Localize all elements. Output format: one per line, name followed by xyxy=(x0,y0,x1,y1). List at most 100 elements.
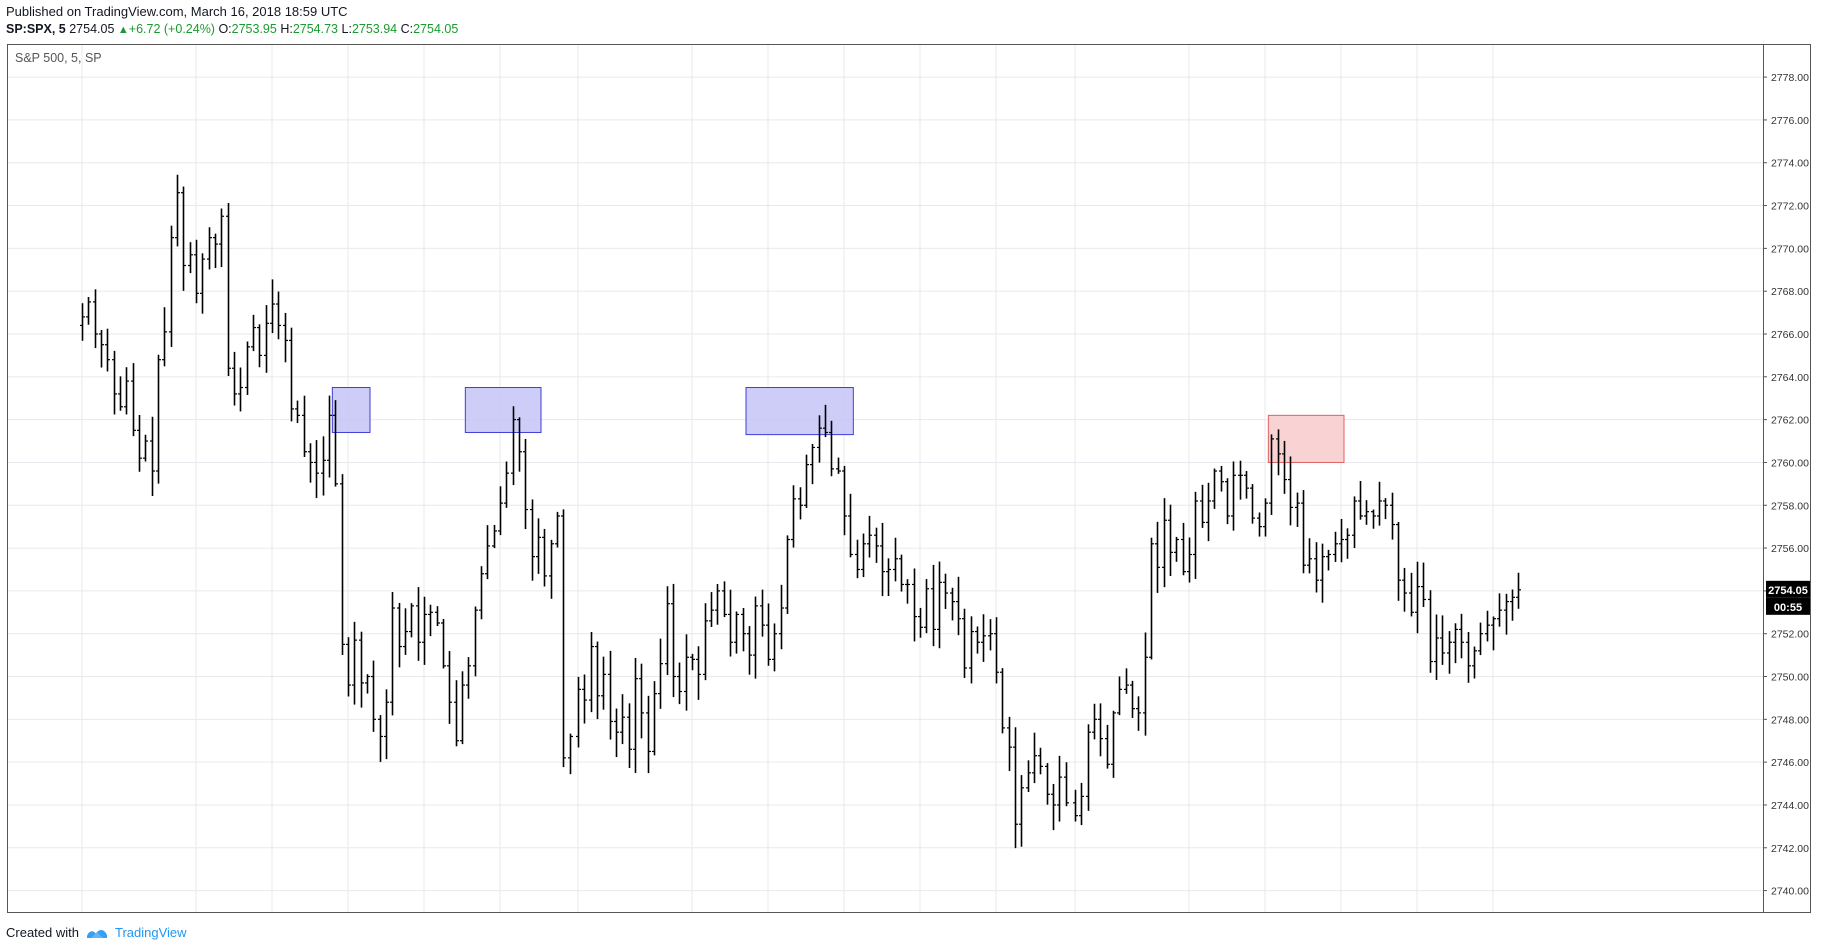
ohlc-bar xyxy=(517,417,522,472)
ohlc-bar xyxy=(435,606,440,627)
footer: Created with TradingView xyxy=(6,925,187,940)
highlight-box-blue[interactable] xyxy=(331,387,371,433)
ohlc-bar xyxy=(175,174,180,247)
ohlc-bar xyxy=(1079,782,1084,826)
ohlc-bar xyxy=(156,354,161,484)
tradingview-logo-icon[interactable] xyxy=(85,926,109,940)
ohlc-bar xyxy=(1168,504,1173,577)
grid-lines xyxy=(8,45,1763,912)
ohlc-bar xyxy=(1314,542,1319,593)
ohlc-bar xyxy=(1086,724,1091,811)
ohlc-bar xyxy=(460,671,465,745)
ohlc-bar xyxy=(703,603,708,681)
ohlc-bar xyxy=(441,618,446,669)
ohlc-bar xyxy=(93,289,98,349)
ohlc-bar xyxy=(270,279,275,334)
ohlc-bar xyxy=(1307,538,1312,574)
ohlc-bar xyxy=(937,561,942,649)
ohlc-bar xyxy=(314,440,319,499)
y-tick-label: 2768.00 xyxy=(1771,286,1809,298)
ohlc-bar xyxy=(1364,500,1369,525)
ohlc-bar xyxy=(1358,481,1363,520)
y-tick-label: 2764.00 xyxy=(1771,372,1809,384)
y-tick-label: 2766.00 xyxy=(1771,329,1809,341)
ohlc-bar xyxy=(536,518,541,574)
ohlc-bar xyxy=(798,487,803,520)
ohlc-bar xyxy=(143,434,148,462)
ohlc-bar xyxy=(1282,440,1287,494)
chart-area[interactable]: 2740.00 2742.00 2744.00 2746.00 2748.00 2750.… xyxy=(7,44,1812,914)
ohlc-bar xyxy=(1333,531,1338,562)
highlight-box-blue[interactable] xyxy=(745,387,854,436)
ohlc-bar xyxy=(124,367,129,415)
ohlc-bar xyxy=(969,616,974,684)
ohlc-bar xyxy=(1276,429,1281,476)
ohlc-bar xyxy=(1326,549,1331,571)
ohlc-bar xyxy=(658,638,663,709)
ohlc-bar xyxy=(614,708,619,758)
ohlc-bar xyxy=(1231,461,1236,531)
ohlc-bar xyxy=(1032,732,1037,784)
ohlc-bar xyxy=(1181,522,1186,576)
y-tick-label: 2744.00 xyxy=(1771,800,1809,812)
highlight-box-blue[interactable] xyxy=(464,387,542,433)
ohlc-bar xyxy=(931,564,936,647)
ohlc-bar xyxy=(346,637,351,697)
highlight-boxes xyxy=(331,387,1345,463)
ohlc-bar xyxy=(918,607,923,638)
ohlc-bar xyxy=(665,586,670,676)
y-tick-label: 2778.00 xyxy=(1771,72,1809,84)
ohlc-bar xyxy=(652,681,657,756)
ohlc-bar xyxy=(1013,727,1018,849)
ohlc-bar xyxy=(1143,632,1148,736)
ohlc-bar xyxy=(238,367,243,412)
ohlc-bar xyxy=(1421,562,1426,607)
ohlc-chart[interactable]: 2740.00 2742.00 2744.00 2746.00 2748.00 2750.… xyxy=(7,44,1812,914)
last-price: 2754.05 xyxy=(69,22,115,36)
ohlc-bar xyxy=(810,443,815,485)
ohlc-bar xyxy=(715,584,720,625)
y-tick-label: 2758.00 xyxy=(1771,500,1809,512)
high-value: 2754.73 xyxy=(292,22,339,36)
highlight-box-red[interactable] xyxy=(1267,414,1345,463)
ohlc-bar xyxy=(1409,572,1414,617)
tradingview-brand-link[interactable]: TradingView xyxy=(114,925,187,940)
ohlc-bar xyxy=(213,233,218,269)
ohlc-bar xyxy=(1064,762,1069,807)
ohlc-bar xyxy=(403,608,408,655)
y-tick-label: 2774.00 xyxy=(1771,158,1809,170)
ohlc-bar xyxy=(340,474,345,655)
ohlc-bar xyxy=(378,715,383,762)
ohlc-bar xyxy=(447,651,452,724)
ohlc-bar xyxy=(371,660,376,732)
ohlc-bar xyxy=(912,568,917,642)
ohlc-bar xyxy=(1019,775,1024,847)
ohlc-bar xyxy=(1250,484,1255,524)
ohlc-bar xyxy=(473,606,478,677)
up-triangle-icon: ▲ xyxy=(117,24,129,36)
ohlc-bar xyxy=(1225,478,1230,525)
ohlc-bar xyxy=(1000,668,1005,734)
ohlc-bar xyxy=(1193,491,1198,579)
ohlc-bar xyxy=(302,395,307,457)
close-label: C: xyxy=(400,22,414,36)
ohlc-bar xyxy=(1485,610,1490,642)
ohlc-bar xyxy=(899,554,904,592)
ohlc-bar xyxy=(422,596,427,665)
price-bars xyxy=(80,174,1521,849)
y-tick-label: 2762.00 xyxy=(1771,415,1809,427)
ohlc-bar xyxy=(576,676,581,748)
ohlc-bar xyxy=(829,420,834,477)
ohlc-bar xyxy=(390,592,395,716)
ohlc-bar xyxy=(530,499,535,581)
ohlc-bar xyxy=(251,314,256,352)
ohlc-bar xyxy=(1200,484,1205,528)
y-tick-label: 2748.00 xyxy=(1771,714,1809,726)
ohlc-bar xyxy=(684,634,689,711)
price-axis[interactable]: 2740.00 2742.00 2744.00 2746.00 2748.00 2750.… xyxy=(1763,72,1809,898)
ohlc-bar xyxy=(1390,492,1395,540)
open-value: 2753.95 xyxy=(231,22,277,36)
ohlc-bar xyxy=(677,662,682,705)
ohlc-bar xyxy=(308,443,313,483)
ohlc-bar xyxy=(352,621,357,705)
